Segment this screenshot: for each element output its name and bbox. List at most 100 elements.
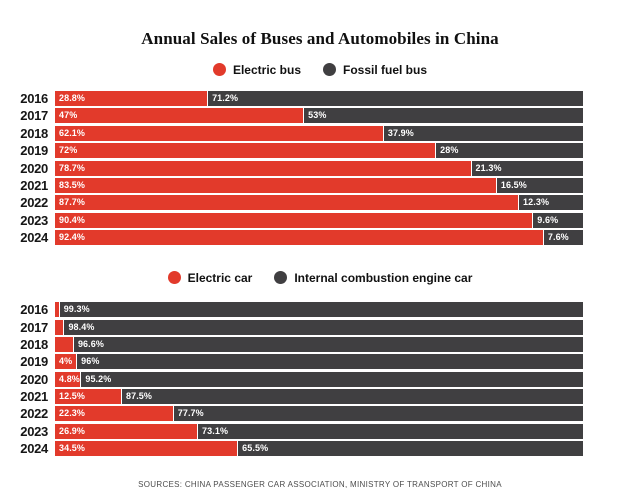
bar-row-2020: 2020 4.8% 95.2% xyxy=(0,371,640,387)
bar-segment-conventional: 65.5% xyxy=(237,441,583,457)
year-label: 2018 xyxy=(20,125,48,141)
value-label: 71.2% xyxy=(212,93,239,103)
bar-segment-electric: 34.5% xyxy=(55,441,238,457)
legend-dot-icon xyxy=(274,271,288,285)
bar-row-2018: 2018 96.6% xyxy=(0,336,640,352)
bar-segment-conventional: 95.2% xyxy=(80,371,583,387)
bar-row-2019: 2019 72% 28% xyxy=(0,143,640,159)
value-label: 7.6% xyxy=(547,232,569,243)
bar-row-2024: 2024 34.5% 65.5% xyxy=(0,441,640,457)
bar-track: 83.5% 16.5% xyxy=(55,177,583,193)
bar-segment-electric: 4% xyxy=(55,354,77,370)
bar-track: 72% 28% xyxy=(55,143,583,159)
bar-segment-electric: 90.4% xyxy=(55,212,533,228)
bar-segment-conventional: 53% xyxy=(303,108,583,124)
value-label: 92.4% xyxy=(59,232,86,243)
bar-segment-electric: 83.5% xyxy=(55,177,496,193)
bar-segment-conventional: 28% xyxy=(435,143,583,159)
bar-segment-electric: 4.8% xyxy=(55,371,81,387)
legend-cars: Electric car Internal combustion engine c… xyxy=(0,270,640,285)
bar-segment-conventional: 71.2% xyxy=(207,91,583,106)
year-label: 2018 xyxy=(20,336,48,352)
year-label: 2021 xyxy=(20,389,48,405)
year-label: 2021 xyxy=(20,177,48,193)
value-label: 95.2% xyxy=(85,373,112,384)
bar-track: 26.9% 73.1% xyxy=(55,423,583,439)
value-label: 4.8% xyxy=(59,373,80,384)
value-label: 78.7% xyxy=(59,162,86,173)
value-label: 16.5% xyxy=(500,179,527,190)
bar-segment-electric: 22.3% xyxy=(55,406,173,422)
bar-track: 28.8% 71.2% xyxy=(55,91,583,106)
value-label: 26.9% xyxy=(59,425,86,436)
bar-segment-electric: 47% xyxy=(55,108,304,124)
year-label: 2017 xyxy=(20,319,48,335)
bar-row-2019: 2019 4% 96% xyxy=(0,354,640,370)
bar-segment-electric xyxy=(55,336,73,352)
bar-track: 12.5% 87.5% xyxy=(55,389,583,405)
bar-row-2018: 2018 62.1% 37.9% xyxy=(0,125,640,141)
bar-segment-electric: 28.8% xyxy=(55,91,208,106)
year-label: 2022 xyxy=(20,195,48,211)
value-label: 99.3% xyxy=(63,304,90,315)
bar-segment-electric: 72% xyxy=(55,143,436,159)
bar-row-2021: 2021 12.5% 87.5% xyxy=(0,389,640,405)
bar-track: 4% 96% xyxy=(55,354,583,370)
value-label: 77.7% xyxy=(177,408,204,419)
bar-row-2021: 2021 83.5% 16.5% xyxy=(0,177,640,193)
bar-row-2017: 2017 98.4% xyxy=(0,319,640,335)
value-label: 87.5% xyxy=(126,391,153,402)
value-label: 53% xyxy=(308,110,327,121)
value-label: 73.1% xyxy=(202,425,229,436)
bar-track: 98.4% xyxy=(55,319,583,335)
bar-segment-conventional: 9.6% xyxy=(532,212,583,228)
bar-track: 78.7% 21.3% xyxy=(55,160,583,176)
bar-segment-conventional: 37.9% xyxy=(382,125,583,141)
legend-label: Internal combustion engine car xyxy=(294,270,473,285)
year-label: 2023 xyxy=(20,423,48,439)
bar-segment-conventional: 16.5% xyxy=(495,177,583,193)
year-label: 2024 xyxy=(20,441,48,457)
bar-segment-conventional: 98.4% xyxy=(63,319,583,335)
legend-item: Internal combustion engine car xyxy=(274,271,472,285)
value-label: 12.3% xyxy=(523,197,550,208)
year-label: 2022 xyxy=(20,406,48,422)
bar-row-2023: 2023 26.9% 73.1% xyxy=(0,423,640,439)
legend-item: Fossil fuel bus xyxy=(323,63,427,77)
bar-track: 92.4% 7.6% xyxy=(55,230,583,246)
year-label: 2016 xyxy=(20,302,48,318)
year-label: 2020 xyxy=(20,371,48,387)
bar-row-2023: 2023 90.4% 9.6% xyxy=(0,212,640,228)
bar-track: 47% 53% xyxy=(55,108,583,124)
legend-dot-icon xyxy=(212,63,226,76)
bar-segment-electric: 92.4% xyxy=(55,230,543,246)
value-label: 28% xyxy=(440,145,459,156)
legend-dot-icon xyxy=(167,271,181,285)
year-label: 2020 xyxy=(20,160,48,176)
sources-note: SOURCES: CHINA PASSENGER CAR ASSOCIATION… xyxy=(138,480,502,490)
value-label: 98.4% xyxy=(68,321,95,332)
year-label: 2016 xyxy=(20,91,48,106)
legend-label: Electric car xyxy=(187,270,253,285)
value-label: 62.1% xyxy=(59,127,86,138)
bar-segment-electric: 62.1% xyxy=(55,125,383,141)
bar-track: 96.6% xyxy=(55,336,583,352)
bar-row-2022: 2022 87.7% 12.3% xyxy=(0,195,640,211)
value-label: 65.5% xyxy=(242,443,269,454)
legend-item: Electric car xyxy=(167,270,253,285)
bar-segment-electric xyxy=(55,319,64,335)
value-label: 96.6% xyxy=(77,338,104,349)
bar-segment-conventional: 21.3% xyxy=(470,160,583,176)
bar-row-2016: 2016 28.8% 71.2% xyxy=(0,91,640,106)
legend-item: Electric bus xyxy=(212,63,301,77)
bar-segment-conventional: 96% xyxy=(76,354,583,370)
bar-segment-conventional: 77.7% xyxy=(172,406,583,422)
bar-track: 4.8% 95.2% xyxy=(55,371,583,387)
bar-segment-electric: 87.7% xyxy=(55,195,519,211)
value-label: 72% xyxy=(59,145,78,156)
bar-segment-electric: 78.7% xyxy=(55,160,471,176)
legend-buses: Electric bus Fossil fuel bus xyxy=(0,62,640,77)
value-label: 83.5% xyxy=(59,179,86,190)
bar-row-2024: 2024 92.4% 7.6% xyxy=(0,230,640,246)
